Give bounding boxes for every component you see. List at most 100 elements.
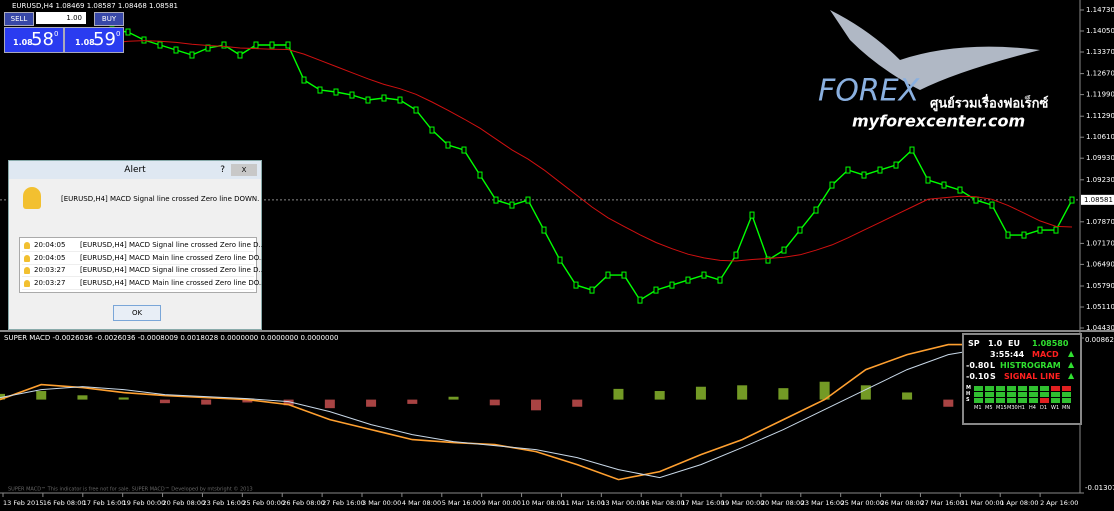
- status-cell: [1018, 392, 1027, 397]
- histogram-bar: [737, 385, 748, 400]
- help-button[interactable]: ?: [220, 165, 225, 175]
- y-tick-label: 1.07870: [1086, 218, 1114, 226]
- watermark-bird: [830, 10, 1040, 90]
- histogram-bar: [613, 388, 624, 400]
- histogram-bar: [201, 399, 212, 405]
- y-tick-label: -0.013071: [1085, 484, 1114, 492]
- status-cell: [974, 398, 983, 403]
- y-tick-label: 1.05790: [1086, 282, 1114, 290]
- arrow-up: ▲: [1068, 360, 1075, 369]
- candle: [797, 226, 803, 234]
- histogram-bar: [860, 385, 871, 400]
- status-cell: [1051, 392, 1060, 397]
- timeframe-label: H1: [1018, 405, 1025, 411]
- info-s-value: -0.10: [966, 372, 990, 381]
- status-cell: [996, 398, 1005, 403]
- candle: [877, 166, 883, 174]
- x-tick-label: 13 Mar 00:00: [601, 499, 644, 507]
- status-cell: [1007, 386, 1016, 391]
- status-cell: [1029, 386, 1038, 391]
- ask-box[interactable]: 1.08 59 0: [64, 27, 124, 53]
- candle: [349, 91, 355, 99]
- alert-row: 20:03:27 [EURUSD,H4] MACD Signal line cro…: [22, 265, 265, 277]
- info-timer: 3:55:44: [990, 350, 1025, 359]
- bid-box[interactable]: 1.08 58 0: [4, 27, 64, 53]
- candle: [413, 106, 419, 114]
- histogram-bar: [943, 399, 954, 407]
- x-tick-label: 9 Mar 00:00: [482, 499, 521, 507]
- candle: [509, 201, 515, 209]
- x-tick-label: 23 Mar 16:00: [801, 499, 844, 507]
- candle: [781, 246, 787, 254]
- alert-time: 20:03:27: [34, 278, 66, 287]
- x-tick-label: 27 Mar 16:00: [920, 499, 963, 507]
- status-cell: [1062, 386, 1071, 391]
- status-cell: [985, 386, 994, 391]
- candle: [141, 36, 147, 44]
- candle: [317, 86, 323, 94]
- candle: [269, 41, 275, 49]
- candle: [989, 201, 995, 209]
- ok-button[interactable]: OK: [113, 305, 161, 321]
- y-tick-label: 1.11290: [1086, 112, 1114, 120]
- x-tick-label: 17 Feb 16:00: [83, 499, 126, 507]
- alert-row-message: [EURUSD,H4] MACD Main line crossed Zero …: [80, 253, 266, 262]
- buy-button[interactable]: BUY: [94, 12, 124, 26]
- x-tick-label: 25 Feb 00:00: [242, 499, 285, 507]
- alert-titlebar: Alert ? X: [9, 161, 261, 179]
- candle: [557, 256, 563, 264]
- histogram-bar: [572, 399, 583, 407]
- alert-row: 20:04:05 [EURUSD,H4] MACD Main line cross…: [22, 253, 266, 265]
- candle: [157, 41, 163, 49]
- candle: [253, 41, 259, 49]
- x-tick-label: 10 Mar 08:00: [522, 499, 565, 507]
- alert-message: [EURUSD,H4] MACD Signal line crossed Zer…: [61, 195, 260, 203]
- alert-row-message: [EURUSD,H4] MACD Main line crossed Zero …: [80, 278, 266, 287]
- info-histogram: HISTROGRAM: [1000, 361, 1061, 370]
- candle: [445, 141, 451, 149]
- info-sp: SP: [968, 339, 980, 348]
- candle: [1021, 231, 1027, 239]
- candle: [765, 256, 771, 264]
- close-button[interactable]: X: [231, 164, 257, 176]
- histogram-bar: [902, 392, 913, 400]
- x-tick-label: 27 Feb 16:00: [322, 499, 365, 507]
- timeframe-label: M15: [996, 405, 1007, 411]
- sell-button[interactable]: SELL: [4, 12, 34, 26]
- x-tick-label: 20 Feb 08:00: [163, 499, 206, 507]
- indicator-note: SUPER MACD™ This indicator is free not f…: [8, 486, 253, 493]
- candle: [685, 276, 691, 284]
- candle: [397, 96, 403, 104]
- histogram-bar: [819, 381, 830, 400]
- y-tick-label: 1.14730: [1086, 6, 1114, 14]
- lot-input[interactable]: 1.00: [36, 12, 86, 24]
- alert-row: 20:04:05 [EURUSD,H4] MACD Signal line cro…: [22, 240, 265, 252]
- y-tick-label: 1.09230: [1086, 176, 1114, 184]
- x-tick-label: 26 Feb 08:00: [282, 499, 325, 507]
- info-signal: SIGNAL LINE: [1004, 372, 1061, 381]
- candle: [733, 251, 739, 259]
- x-tick-label: 4 Mar 08:00: [402, 499, 441, 507]
- candle: [365, 96, 371, 104]
- arrow-up: ▲: [1068, 371, 1075, 380]
- bid-big: 1.08: [13, 38, 33, 47]
- alert-title: Alert: [124, 165, 146, 175]
- moving-average: [63, 40, 1073, 262]
- x-tick-label: 2 Apr 16:00: [1040, 499, 1078, 507]
- info-l: L: [990, 361, 996, 370]
- watermark-brand: FOREX: [818, 74, 921, 109]
- candle: [333, 88, 339, 96]
- arrow-up: ▲: [1068, 349, 1075, 358]
- info-lot: 1.0: [988, 339, 1003, 348]
- candle: [189, 51, 195, 59]
- y-tick-label: 0.008621: [1085, 336, 1114, 344]
- x-tick-label: 25 Mar 00:00: [841, 499, 884, 507]
- histogram-bar: [366, 399, 377, 407]
- watermark-site: myforexcenter.com: [852, 112, 1025, 131]
- status-cell: [985, 392, 994, 397]
- candle: [573, 281, 579, 289]
- candle: [925, 176, 931, 184]
- candle: [605, 271, 611, 279]
- x-tick-label: 19 Mar 00:00: [721, 499, 764, 507]
